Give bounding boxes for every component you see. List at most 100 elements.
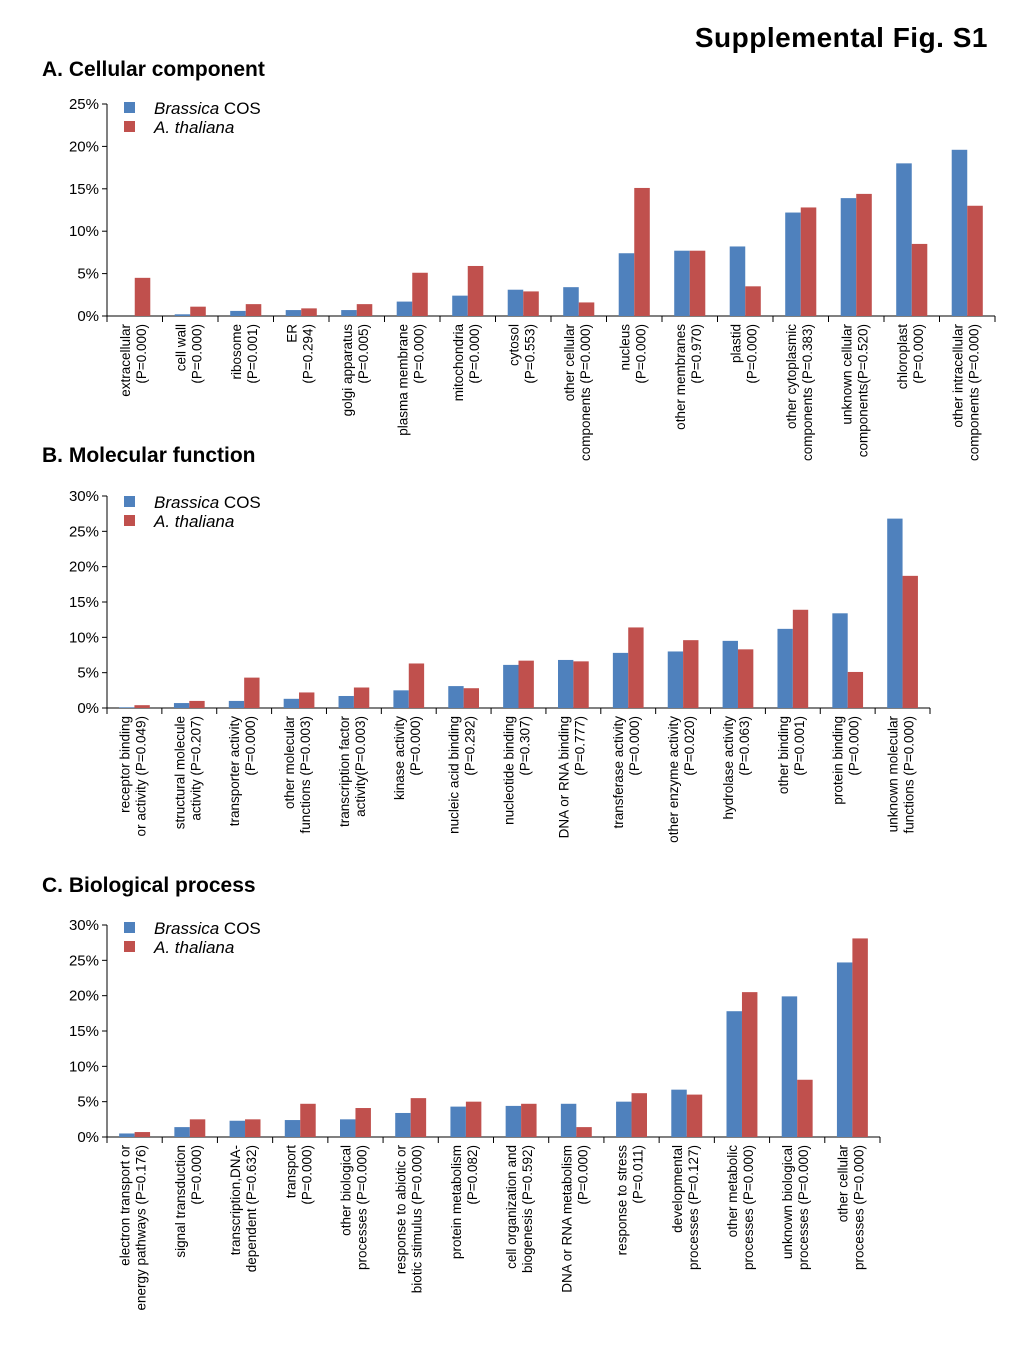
category-label: other binding(P=0.001)	[776, 716, 807, 794]
bar-a-thaliana	[573, 661, 589, 708]
y-tick-label: 15%	[69, 1023, 99, 1040]
bar-brassica-cos	[729, 246, 746, 316]
category-label: other cellularcomponents (P=0.000)	[562, 324, 593, 461]
category-label: DNA or RNA binding(P=0.777)	[556, 716, 587, 838]
bar-brassica-cos	[174, 314, 191, 316]
bar-brassica-cos	[616, 1101, 632, 1137]
y-tick-label: 5%	[77, 1094, 99, 1111]
y-tick-label: 10%	[69, 223, 99, 240]
category-label: hydrolase activity(P=0.063)	[721, 716, 752, 820]
bar-brassica-cos	[285, 310, 302, 316]
bar-brassica-cos	[450, 1106, 466, 1137]
y-tick-label: 0%	[77, 700, 99, 717]
bar-a-thaliana	[683, 640, 699, 708]
legend-swatch-brassica	[124, 496, 135, 507]
bar-brassica-cos	[612, 652, 629, 708]
bar-a-thaliana	[467, 265, 484, 316]
bar-brassica-cos	[840, 198, 857, 316]
bar-a-thaliana	[355, 1108, 371, 1137]
bar-brassica-cos	[341, 310, 357, 316]
bar-a-thaliana	[301, 308, 317, 316]
bar-a-thaliana	[465, 1101, 482, 1137]
category-label: other cellularprocesses (P=0.000)	[835, 1145, 866, 1270]
category-label: transferase activity(P=0.000)	[611, 716, 642, 829]
bar-a-thaliana	[189, 1119, 206, 1137]
legend-swatch-thaliana	[124, 121, 135, 132]
category-label: other membranes(P=0.970)	[673, 324, 704, 430]
panel-c-title: C. Biological process	[42, 874, 256, 897]
category-label: other enzyme activity(P=0.020)	[666, 716, 697, 843]
bar-a-thaliana	[631, 1093, 647, 1137]
bar-brassica-cos	[832, 613, 848, 708]
panel-a-title: A. Cellular component	[42, 58, 265, 81]
bar-brassica-cos	[340, 1119, 356, 1137]
category-label: kinase activity(P=0.000)	[392, 716, 423, 800]
bar-a-thaliana	[356, 304, 373, 316]
y-tick-label: 25%	[69, 523, 99, 540]
bar-a-thaliana	[134, 705, 150, 708]
bar-a-thaliana	[299, 692, 315, 708]
bar-a-thaliana	[689, 250, 706, 316]
y-tick-label: 0%	[77, 1129, 99, 1146]
bar-a-thaliana	[244, 677, 260, 708]
bar-brassica-cos	[284, 1120, 301, 1137]
bar-brassica-cos	[785, 212, 801, 316]
bar-a-thaliana	[628, 627, 644, 708]
bar-a-thaliana	[190, 306, 206, 316]
category-label: cell wall(P=0.000)	[173, 324, 204, 384]
bar-brassica-cos	[503, 664, 519, 708]
y-tick-label: 15%	[69, 181, 99, 198]
category-label: other intracellularcomponents (P=0.000)	[950, 324, 981, 461]
bar-a-thaliana	[634, 187, 650, 316]
bar-brassica-cos	[781, 996, 798, 1137]
category-label: receptor bindingor activity (P=0.049)	[117, 716, 148, 836]
bar-brassica-cos	[726, 1011, 742, 1137]
y-tick-label: 0%	[77, 308, 99, 325]
bar-brassica-cos	[230, 310, 246, 316]
bar-brassica-cos	[283, 698, 300, 708]
bar-a-thaliana	[745, 286, 761, 316]
category-label: transcription,DNA-dependent (P=0.632)	[228, 1145, 259, 1272]
legend-label-thaliana: A. thaliana	[153, 512, 234, 531]
figure-title: Supplemental Fig. S1	[694, 22, 988, 53]
category-label: other cytoplasmiccomponents (P=0.383)	[784, 324, 815, 461]
category-label: other molecularfunctions (P=0.003)	[282, 715, 313, 833]
bar-brassica-cos	[119, 1133, 135, 1137]
category-label: plastid(P=0.000)	[728, 324, 759, 384]
category-label: nucleic acid binding(P=0.292)	[447, 716, 478, 834]
bar-a-thaliana	[800, 207, 817, 316]
bar-brassica-cos	[174, 1127, 190, 1137]
category-label: ER(P=0.294)	[284, 324, 315, 384]
bar-brassica-cos	[395, 1112, 411, 1137]
bar-a-thaliana	[189, 700, 205, 708]
bar-a-thaliana	[245, 304, 262, 316]
bar-a-thaliana	[523, 291, 539, 316]
legend-label-brassica: Brassica COS	[154, 99, 261, 118]
category-label: extracellular(P=0.000)	[118, 323, 149, 396]
y-tick-label: 20%	[69, 559, 99, 576]
y-tick-label: 25%	[69, 952, 99, 969]
category-label: electron transport orenergy pathways (P=…	[118, 1145, 149, 1311]
category-label: nucleus(P=0.000)	[617, 324, 648, 384]
bar-a-thaliana	[902, 575, 918, 708]
category-label: transporter activity(P=0.000)	[227, 716, 258, 827]
bar-a-thaliana	[300, 1103, 316, 1137]
bar-a-thaliana	[134, 1132, 151, 1137]
legend-label-brassica: Brassica COS	[154, 919, 261, 938]
legend-label-thaliana: A. thaliana	[153, 938, 234, 957]
category-label: chloroplast(P=0.000)	[895, 324, 926, 390]
category-label: signal transduction(P=0.000)	[173, 1145, 204, 1258]
bar-brassica-cos	[396, 301, 413, 316]
bar-a-thaliana	[852, 938, 868, 1137]
bar-brassica-cos	[667, 651, 684, 708]
category-label: other metabolicprocesses (P=0.000)	[725, 1145, 756, 1270]
bar-a-thaliana	[856, 193, 872, 316]
category-label: response to abiotic orbiotic stimulus (P…	[394, 1144, 425, 1293]
bar-brassica-cos	[558, 659, 574, 708]
legend-label-brassica: Brassica COS	[154, 493, 261, 512]
bar-brassica-cos	[452, 295, 468, 316]
bar-a-thaliana	[353, 687, 370, 708]
